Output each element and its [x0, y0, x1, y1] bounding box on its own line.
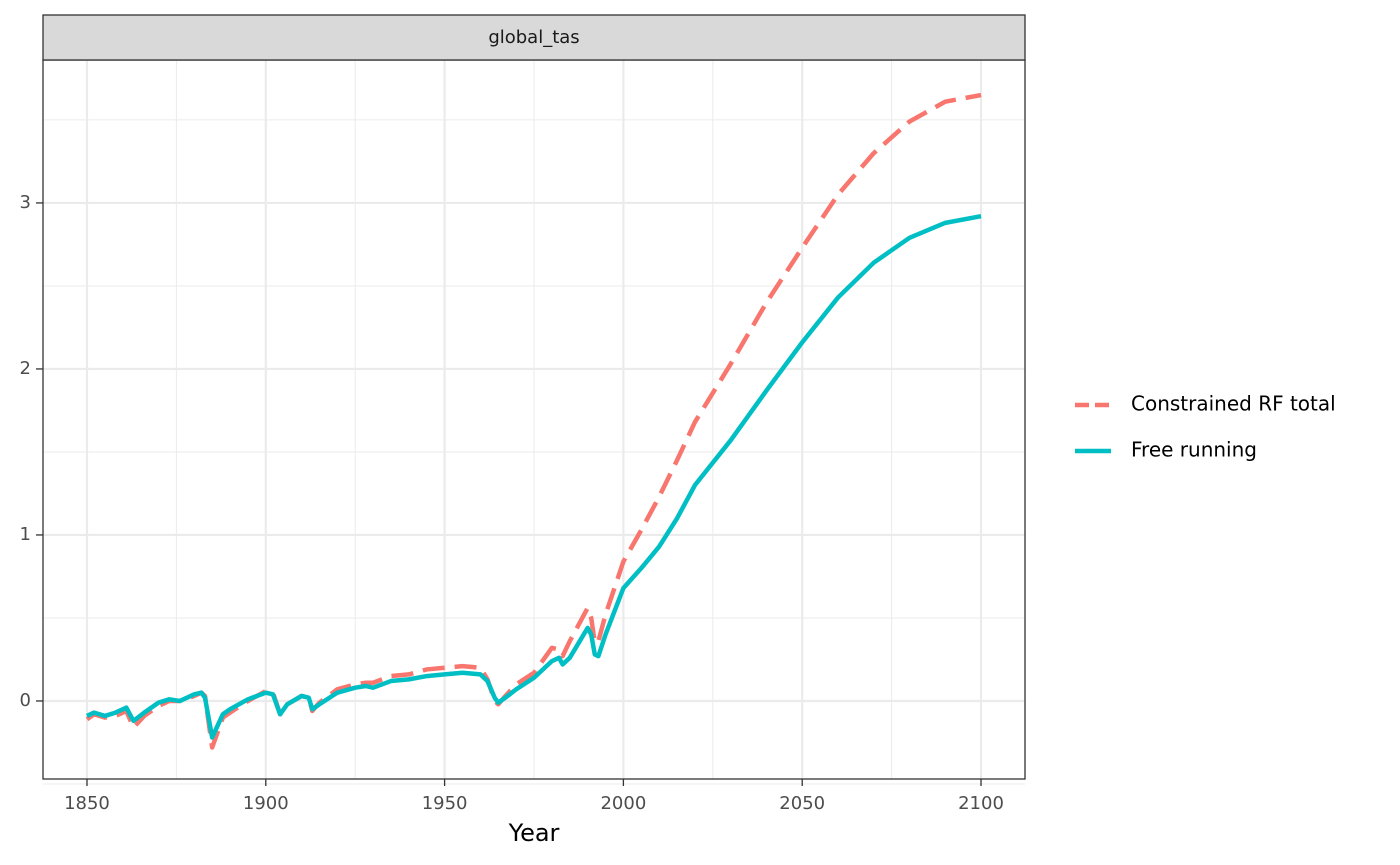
x-tick-label: 2050	[779, 793, 825, 814]
legend-label: Constrained RF total	[1131, 392, 1336, 416]
x-tick-label: 1850	[64, 793, 110, 814]
x-tick-label: 2000	[600, 793, 646, 814]
x-tick-label: 1900	[243, 793, 289, 814]
y-tick-label: 0	[20, 690, 31, 711]
x-tick-label: 2100	[958, 793, 1004, 814]
y-tick-label: 1	[20, 524, 31, 545]
x-tick-label: 1950	[422, 793, 468, 814]
x-axis-title: Year	[508, 819, 560, 847]
legend-label: Free running	[1131, 438, 1257, 462]
strip-label: global_tas	[488, 27, 579, 48]
y-tick-label: 2	[20, 358, 31, 379]
strip	[42, 14, 1026, 61]
y-tick-label: 3	[20, 192, 31, 213]
series-line	[86, 214, 982, 740]
